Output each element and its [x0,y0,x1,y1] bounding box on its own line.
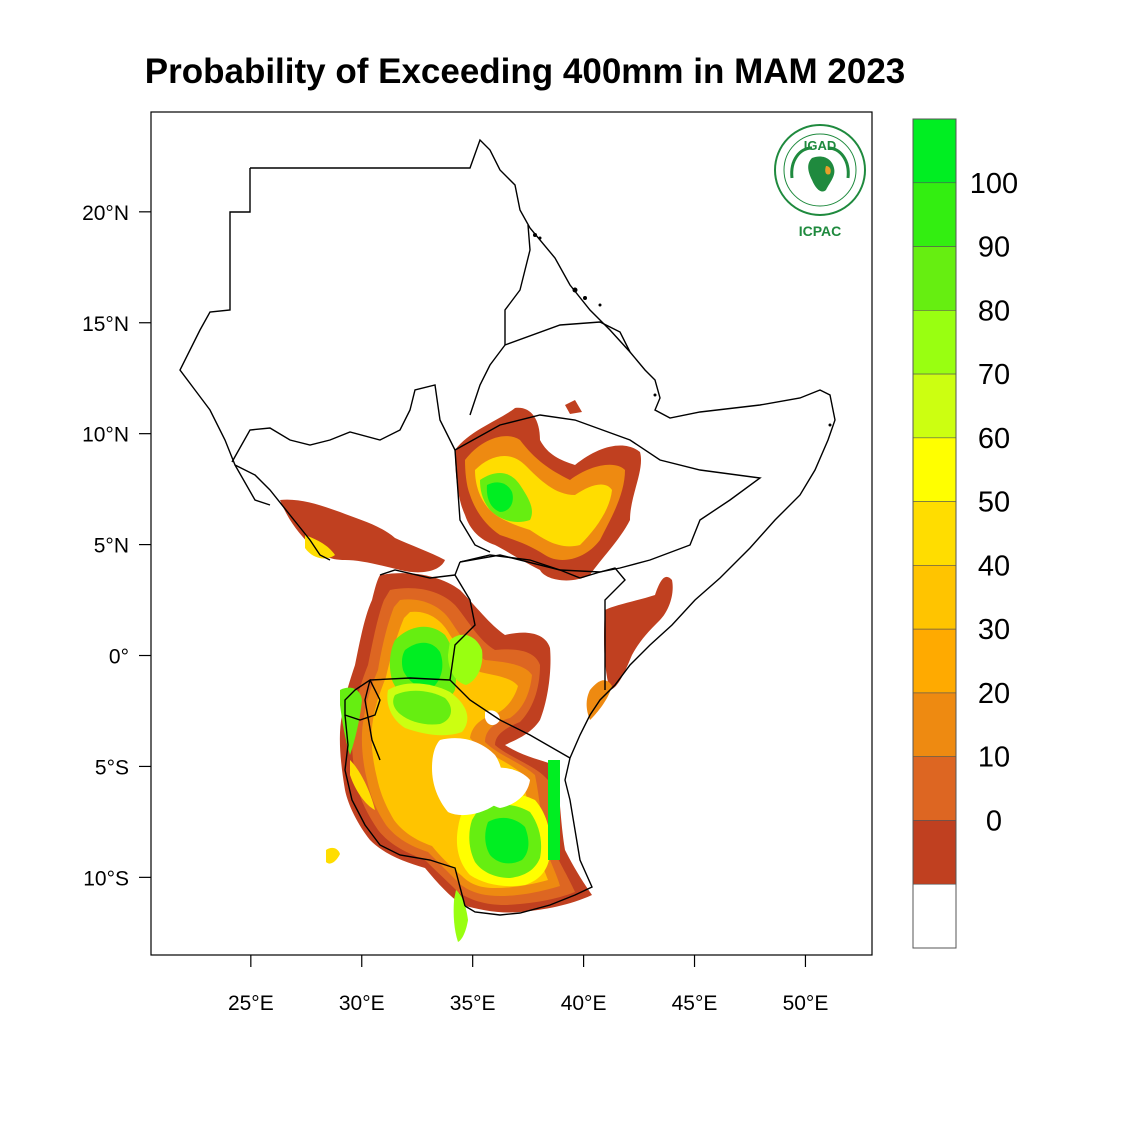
logo-top-text: IGAD [804,138,837,153]
ethiopia-field [455,400,642,581]
x-tick-label: 25°E [228,992,274,1015]
colorbar-label: 10 [978,742,1010,774]
colorbar-swatch [912,310,957,375]
y-tick-label: 10°S [83,867,129,890]
colorbar-swatch [912,118,957,184]
colorbar-label: 30 [978,614,1010,646]
colorbar-swatch [912,373,957,439]
colorbar-swatch [912,756,957,821]
colorbar-swatch [912,565,957,630]
colorbar-label: 70 [978,359,1010,391]
y-tick-label: 10°N [82,424,129,447]
y-tick-label: 20°N [82,202,129,225]
colorbar-label: 60 [978,423,1010,455]
y-tick-label: 5°S [95,756,129,779]
colorbar-label: 20 [978,678,1010,710]
colorbar-label: 80 [978,295,1010,327]
uganda-tanzania-field [326,573,592,942]
colorbar-swatch [912,628,957,694]
map-title: Probability of Exceeding 400mm in MAM 20… [144,52,906,91]
colorbar-swatch [912,692,957,757]
africa-icon [808,156,835,192]
country-borders [179,138,836,916]
colorbar-swatch [912,182,957,247]
colorbar-label: 40 [978,550,1010,582]
y-tick-label: 0° [109,646,129,669]
south-sudan-field [280,499,445,573]
colorbar-label: 0 [986,805,1002,837]
red-sea-islands [533,233,832,427]
y-axis: 20°N 15°N 10°N 5°N 0° 5°S 10°S [82,202,151,890]
y-tick-label: 5°N [94,535,129,558]
colorbar-swatch [912,246,957,311]
colorbar-swatch [912,883,957,949]
y-tick-label: 15°N [82,313,129,336]
colorbar-label: 100 [970,168,1018,200]
colorbar-label: 90 [978,232,1010,264]
logo-bottom-text: ICPAC [799,223,842,239]
colorbar-swatch [912,437,957,502]
x-tick-label: 35°E [450,992,496,1015]
x-tick-label: 40°E [561,992,607,1015]
x-tick-label: 45°E [672,992,718,1015]
colorbar-frame [912,118,957,949]
x-tick-label: 30°E [339,992,385,1015]
igad-icpac-logo: IGAD ICPAC [774,124,866,239]
x-axis: 25°E 30°E 35°E 40°E 45°E 50°E [228,955,828,1015]
colorbar-swatch [912,501,957,566]
x-tick-label: 50°E [783,992,829,1015]
colorbar-label: 50 [978,487,1010,519]
colorbar-swatch [912,820,957,885]
laurel-icon [790,146,850,179]
